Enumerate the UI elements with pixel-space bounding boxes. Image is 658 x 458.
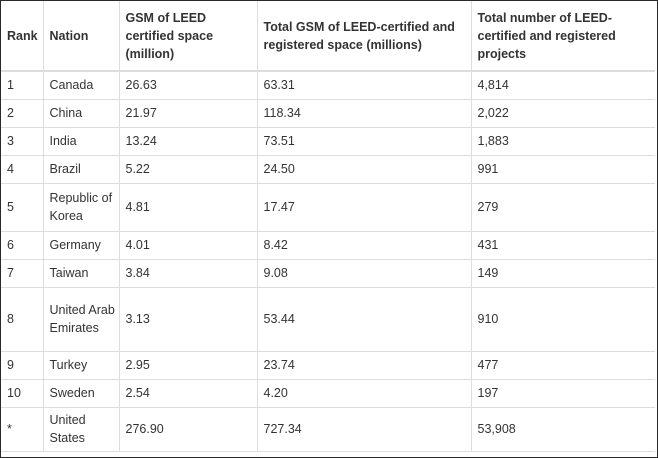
table-header: Rank Nation GSM of LEED certified space …: [1, 1, 655, 72]
cell-total-gsm: 727.34: [256, 406, 472, 452]
table-row: 2 China 21.97 118.34 2,022: [1, 98, 655, 128]
cell-rank: 9: [1, 350, 44, 380]
cell-projects: 149: [470, 258, 655, 288]
header-total-projects-label: Total number of LEED-certified and regis…: [477, 10, 616, 61]
cell-projects: 279: [470, 182, 655, 232]
cell-gsm: 26.63: [118, 70, 258, 100]
cell-nation: United States: [42, 406, 120, 452]
cell-rank: 3: [1, 126, 44, 156]
cell-rank: 10: [1, 378, 44, 408]
cell-total-gsm: 73.51: [256, 126, 472, 156]
cell-total-gsm: 9.08: [256, 258, 472, 288]
cell-gsm: 2.95: [118, 350, 258, 380]
table-row: 10 Sweden 2.54 4.20 197: [1, 378, 655, 408]
header-total-gsm: Total GSM of LEED-certified and register…: [256, 1, 472, 72]
cell-projects: 2,022: [470, 98, 655, 128]
cell-nation: India: [42, 126, 120, 156]
cell-total-gsm: 24.50: [256, 154, 472, 184]
table-row: 5 Republic of Korea 4.81 17.47 279: [1, 182, 655, 232]
cell-total-gsm: 63.31: [256, 70, 472, 100]
cell-projects: 197: [470, 378, 655, 408]
cell-total-gsm: 23.74: [256, 350, 472, 380]
cell-gsm: 13.24: [118, 126, 258, 156]
cell-projects: 4,814: [470, 70, 655, 100]
cell-projects: 477: [470, 350, 655, 380]
cell-rank: *: [1, 406, 44, 452]
cell-nation: Canada: [42, 70, 120, 100]
cell-nation: Brazil: [42, 154, 120, 184]
cell-total-gsm: 53.44: [256, 286, 472, 352]
header-row: Rank Nation GSM of LEED certified space …: [1, 1, 655, 72]
cell-projects: 1,883: [470, 126, 655, 156]
cell-total-gsm: 17.47: [256, 182, 472, 232]
cell-nation: United Arab Emirates: [42, 286, 120, 352]
cell-total-gsm: 8.42: [256, 230, 472, 260]
cell-gsm: 276.90: [118, 406, 258, 452]
cell-nation: Republic of Korea: [42, 182, 120, 232]
table-row: 8 United Arab Emirates 3.13 53.44 910: [1, 286, 655, 352]
cell-nation: China: [42, 98, 120, 128]
header-nation: Nation: [42, 1, 120, 72]
cell-projects: 991: [470, 154, 655, 184]
header-total-projects: Total number of LEED-certified and regis…: [470, 1, 655, 72]
cell-nation: Sweden: [42, 378, 120, 408]
cell-total-gsm: 4.20: [256, 378, 472, 408]
cell-total-gsm: 118.34: [256, 98, 472, 128]
cell-gsm: 21.97: [118, 98, 258, 128]
cell-nation: Taiwan: [42, 258, 120, 288]
table-row: 6 Germany 4.01 8.42 431: [1, 230, 655, 260]
cell-rank: 5: [1, 182, 44, 232]
cell-rank: 6: [1, 230, 44, 260]
cell-rank: 4: [1, 154, 44, 184]
cell-rank: 2: [1, 98, 44, 128]
cell-nation: Germany: [42, 230, 120, 260]
cell-gsm: 3.84: [118, 258, 258, 288]
header-total-gsm-label: Total GSM of LEED-certified and register…: [263, 19, 455, 52]
table-row: 4 Brazil 5.22 24.50 991: [1, 154, 655, 184]
cell-nation: Turkey: [42, 350, 120, 380]
table-body: 1 Canada 26.63 63.31 4,814 2 China 21.97…: [1, 70, 655, 452]
cell-projects: 53,908: [470, 406, 655, 452]
cell-rank: 7: [1, 258, 44, 288]
table-row: 3 India 13.24 73.51 1,883: [1, 126, 655, 156]
header-gsm-certified: GSM of LEED certified space (million): [118, 1, 258, 72]
table-row: 7 Taiwan 3.84 9.08 149: [1, 258, 655, 288]
table-row: * United States 276.90 727.34 53,908: [1, 406, 655, 452]
table-row: 9 Turkey 2.95 23.74 477: [1, 350, 655, 380]
cell-gsm: 4.01: [118, 230, 258, 260]
cell-gsm: 5.22: [118, 154, 258, 184]
table-row: 1 Canada 26.63 63.31 4,814: [1, 70, 655, 100]
cell-gsm: 4.81: [118, 182, 258, 232]
cell-projects: 431: [470, 230, 655, 260]
cell-rank: 8: [1, 286, 44, 352]
cell-rank: 1: [1, 70, 44, 100]
cell-gsm: 3.13: [118, 286, 258, 352]
header-gsm-certified-label: GSM of LEED certified space (million): [125, 10, 214, 61]
cell-gsm: 2.54: [118, 378, 258, 408]
leed-ranking-table: Rank Nation GSM of LEED certified space …: [1, 1, 655, 452]
cell-projects: 910: [470, 286, 655, 352]
header-rank: Rank: [1, 1, 44, 72]
